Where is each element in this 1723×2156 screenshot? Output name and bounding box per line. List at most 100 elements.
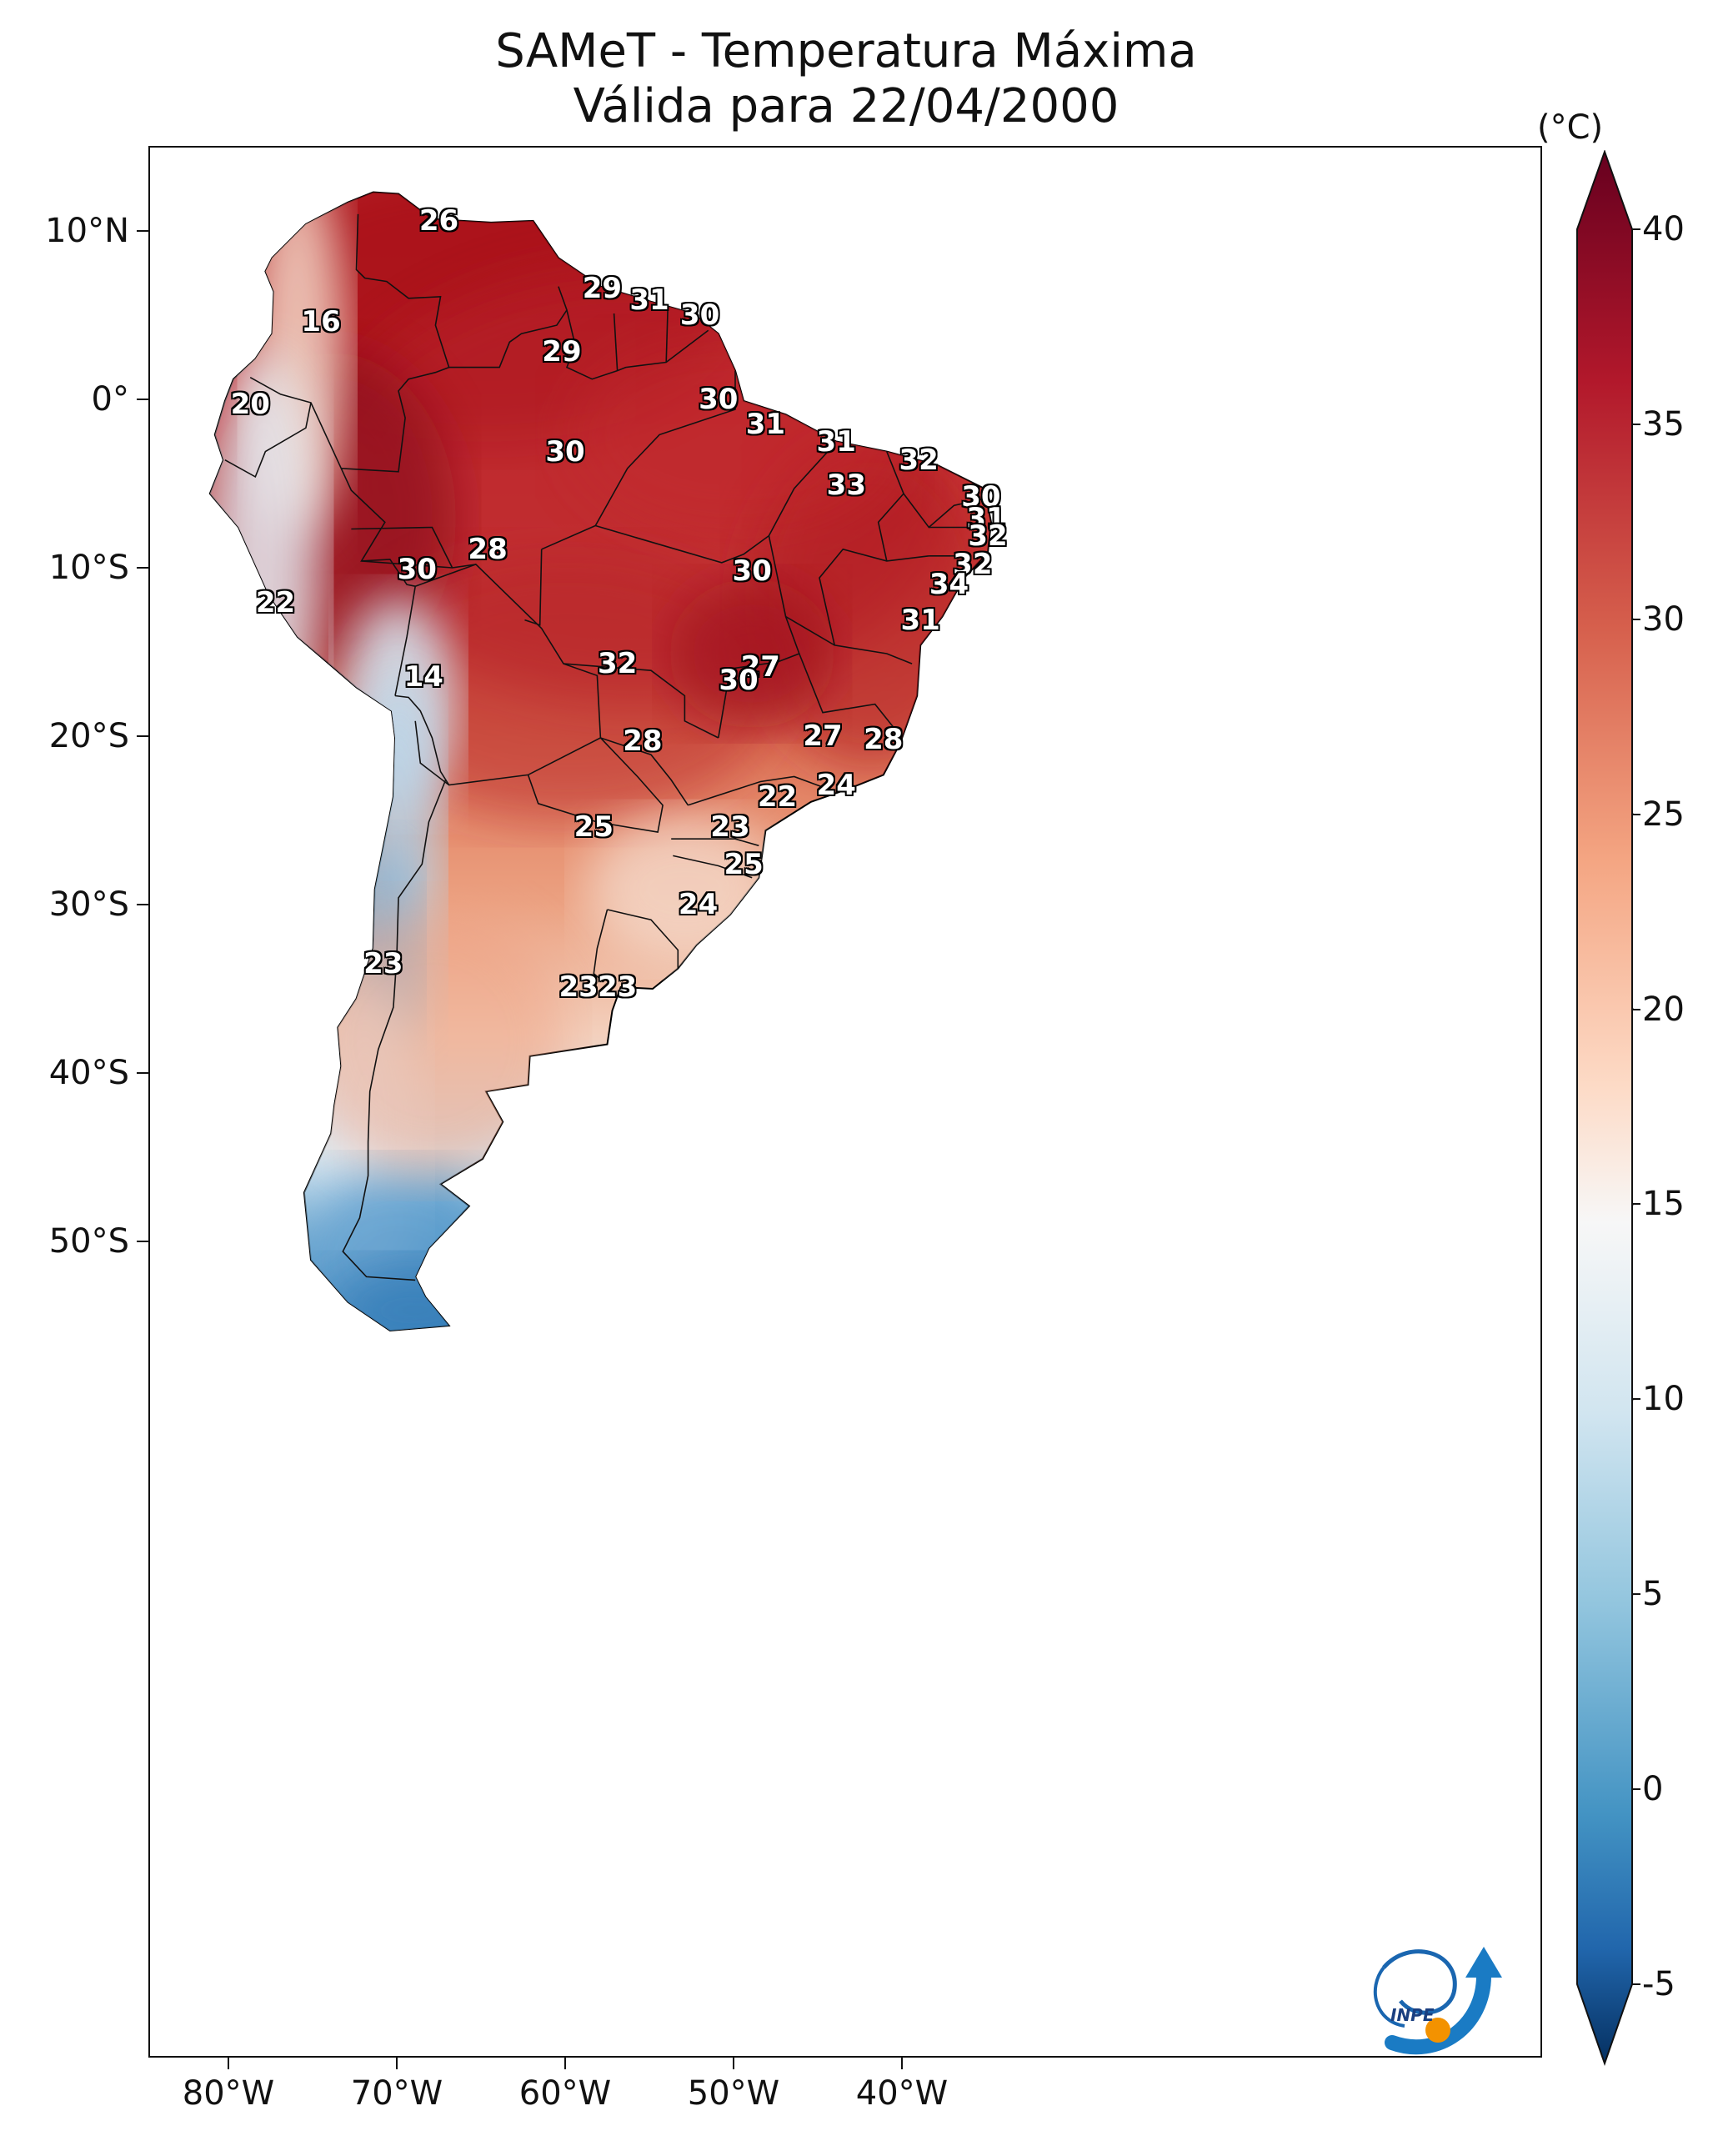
border-line — [524, 549, 543, 626]
lat-tick — [137, 904, 148, 905]
lat-label-30s: 30°S — [48, 885, 129, 924]
map-panel — [148, 146, 1542, 2058]
contour-label: 29 — [582, 271, 623, 305]
border-line — [541, 370, 736, 550]
border-line — [607, 909, 679, 969]
contour-label: 30 — [679, 298, 720, 332]
border-line — [351, 526, 453, 569]
contour-label: 30 — [545, 434, 585, 469]
colorbar-tick-mark — [1632, 813, 1640, 815]
border-line — [341, 213, 450, 473]
colorbar-tick-mark — [1632, 1983, 1640, 1985]
contour-label: 24 — [678, 888, 719, 921]
contour-label: 28 — [468, 532, 508, 566]
lat-label-0: 0° — [91, 380, 129, 419]
colorbar-tick-25: 25 — [1642, 795, 1685, 834]
colorbar-tick-minus5: -5 — [1642, 1965, 1675, 2003]
contour-label: 31 — [900, 603, 940, 637]
map-subtitle: Válida para 22/04/2000 — [573, 79, 1119, 133]
colorbar-tick-0: 0 — [1642, 1770, 1664, 1809]
contour-label: 30 — [397, 553, 437, 587]
colorbar-tick-20: 20 — [1642, 990, 1685, 1029]
border-line — [665, 306, 669, 363]
contour-label: 32 — [899, 443, 939, 477]
contour-label: 31 — [966, 502, 1006, 536]
lon-label-70w: 70°W — [350, 2074, 443, 2113]
colorbar-tick-mark — [1632, 1398, 1640, 1401]
lon-label-60w: 60°W — [518, 2074, 612, 2113]
lon-tick — [901, 2058, 903, 2069]
map-title: SAMeT - Temperatura Máxima — [495, 24, 1197, 78]
lat-label-40s: 40°S — [48, 1054, 129, 1092]
border-line — [249, 377, 343, 469]
temperature-field — [209, 192, 992, 1331]
colorbar-tick-10: 10 — [1642, 1380, 1685, 1419]
contour-label: 27 — [740, 650, 780, 684]
border-line — [785, 615, 913, 664]
border-line — [342, 780, 447, 1281]
colorbar-unit: (°C) — [1537, 108, 1604, 147]
contour-label: 33 — [826, 469, 866, 503]
contour-label: 27 — [803, 720, 843, 753]
lat-label-20s: 20°S — [48, 717, 129, 755]
border-line — [819, 548, 929, 646]
border-line — [595, 451, 829, 564]
inpe-logo: INPE — [1373, 1947, 1502, 2055]
contour-label: 30 — [719, 664, 759, 698]
border-line — [527, 737, 664, 834]
colorbar-tick-5: 5 — [1642, 1575, 1664, 1614]
colorbar-tick-mark — [1632, 1593, 1640, 1596]
border-line — [593, 909, 609, 983]
lat-tick — [137, 1241, 148, 1242]
border-line — [718, 535, 800, 739]
lon-label-80w: 80°W — [182, 2074, 275, 2113]
contour-label: 30 — [961, 480, 1001, 514]
colorbar — [1576, 150, 1634, 2067]
border-line — [565, 309, 709, 380]
temperature-region — [669, 579, 836, 729]
lat-tick — [137, 230, 148, 232]
contour-label: 32 — [968, 519, 1008, 553]
contour-label: 31 — [629, 283, 669, 317]
colorbar-tick-mark — [1632, 1008, 1640, 1010]
temperature-map — [208, 191, 993, 1332]
contour-label: 32 — [953, 547, 993, 581]
contour-label: 28 — [623, 725, 663, 759]
contour-label: 32 — [597, 647, 638, 681]
contour-label: 25 — [724, 847, 764, 881]
contour-label: 25 — [573, 810, 614, 845]
temperature-region — [350, 554, 784, 821]
border-line — [799, 653, 896, 730]
colorbar-tick-35: 35 — [1642, 404, 1685, 444]
contour-label: 23 — [363, 946, 403, 980]
country-borders — [224, 213, 985, 1281]
contour-label: 28 — [864, 723, 904, 757]
border-line — [903, 493, 985, 529]
lat-tick — [137, 399, 148, 400]
contour-label: 22 — [757, 780, 798, 814]
contour-label: 31 — [745, 408, 786, 442]
colorbar-tick-mark — [1632, 228, 1640, 230]
lon-tick — [228, 2058, 229, 2069]
lat-label-50s: 50°S — [48, 1222, 129, 1261]
border-line — [613, 313, 619, 371]
colorbar-tick-mark — [1632, 618, 1640, 620]
lat-tick — [137, 735, 148, 737]
colorbar-tick-mark — [1632, 1203, 1640, 1206]
lat-tick — [137, 1072, 148, 1074]
inpe-logo-text: INPE — [1390, 2005, 1435, 2025]
lat-tick — [137, 567, 148, 569]
lat-label-10s: 10°S — [48, 549, 129, 587]
lon-label-50w: 50°W — [687, 2074, 780, 2113]
border-line — [671, 838, 759, 847]
border-line — [688, 775, 827, 806]
border-line — [600, 737, 689, 806]
lat-label-10n: 10°N — [45, 212, 129, 250]
contour-label: 30 — [732, 554, 772, 589]
temperature-region — [323, 1260, 508, 1331]
contour-label: 26 — [418, 203, 459, 238]
border-line — [224, 402, 312, 479]
contour-label: 29 — [542, 335, 582, 369]
contour-label: 30 — [699, 383, 739, 416]
colorbar-tick-40: 40 — [1642, 210, 1685, 248]
